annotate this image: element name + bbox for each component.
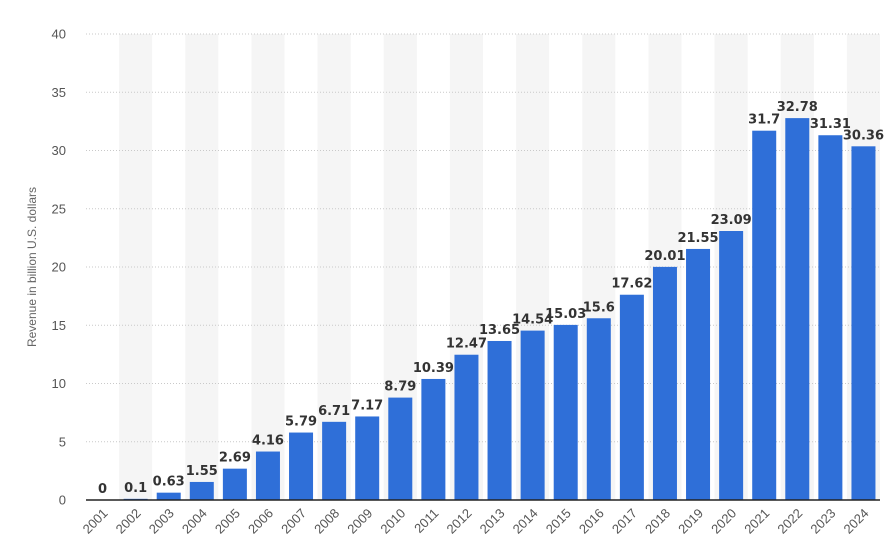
x-tick-label: 2009 — [344, 506, 375, 537]
value-label: 17.62 — [611, 277, 652, 292]
column-band — [185, 34, 219, 500]
value-label: 0.1 — [124, 481, 147, 496]
x-tick-label: 2013 — [477, 506, 508, 537]
gridlines — [86, 33, 880, 443]
x-tick-label: 2024 — [841, 506, 872, 537]
y-tick-label: 0 — [59, 493, 66, 508]
value-label: 14.54 — [512, 313, 553, 328]
x-tick-label: 2019 — [675, 506, 706, 537]
bar — [851, 146, 876, 500]
bar — [222, 468, 247, 500]
x-tick-label: 2006 — [245, 506, 276, 537]
value-label: 5.79 — [285, 415, 317, 430]
value-label: 4.16 — [252, 434, 284, 449]
bar — [189, 481, 214, 500]
value-label: 12.47 — [446, 337, 487, 352]
value-label: 23.09 — [711, 213, 752, 228]
x-tick-label: 2004 — [179, 506, 210, 537]
bar — [818, 135, 843, 500]
x-axis-ticks: 2001 2002 2003 2004 2005 2006 2007 2008 2009 2010… — [80, 506, 872, 537]
value-label: 8.79 — [384, 380, 416, 395]
bar — [752, 130, 777, 500]
x-tick-label: 2010 — [377, 506, 408, 537]
x-tick-label: 2008 — [311, 506, 342, 537]
value-label: 21.55 — [677, 231, 718, 246]
bar — [586, 318, 611, 500]
value-label: 20.01 — [644, 249, 685, 264]
bar — [388, 397, 413, 500]
y-tick-label: 5 — [59, 434, 66, 449]
bar — [785, 118, 810, 500]
x-tick-label: 2018 — [642, 506, 673, 537]
bar — [652, 266, 677, 500]
bar — [156, 492, 181, 500]
bar — [719, 231, 744, 500]
value-label: 13.65 — [479, 323, 520, 338]
y-tick-label: 30 — [52, 143, 66, 158]
x-tick-label: 2023 — [807, 506, 838, 537]
bar — [454, 354, 479, 500]
value-labels: 0 0.1 0.631.552.694.165.796.71 7.178.79 10.3… — [98, 100, 884, 497]
y-axis-ticks: 0 5 10 15 20 25 30 35 40 — [52, 27, 66, 508]
bar — [421, 378, 446, 500]
bar — [520, 330, 545, 500]
bar — [619, 294, 644, 500]
x-tick-label: 2021 — [741, 506, 772, 537]
y-tick-label: 35 — [52, 85, 66, 100]
bar — [255, 451, 280, 500]
bar — [553, 324, 578, 500]
x-tick-label: 2015 — [543, 506, 574, 537]
bar — [355, 416, 380, 500]
value-label: 0.63 — [153, 475, 185, 490]
value-label: 1.55 — [186, 464, 218, 479]
x-tick-label: 2020 — [708, 506, 739, 537]
bar — [289, 432, 314, 500]
x-tick-label: 2017 — [609, 506, 640, 537]
y-axis-label: Revenue in billion U.S. dollars — [25, 187, 39, 347]
x-tick-label: 2014 — [510, 506, 541, 537]
value-label: 7.17 — [351, 398, 383, 413]
bars — [123, 118, 876, 500]
y-tick-label: 40 — [52, 27, 66, 42]
y-tick-label: 25 — [52, 201, 66, 216]
x-tick-label: 2022 — [774, 506, 805, 537]
y-tick-label: 10 — [52, 376, 66, 391]
value-label: 10.39 — [413, 361, 454, 376]
x-tick-label: 2011 — [411, 506, 441, 536]
value-label: 0 — [98, 482, 107, 497]
bar — [487, 340, 512, 500]
value-label: 2.69 — [219, 451, 251, 466]
value-label: 15.6 — [583, 300, 615, 315]
value-label: 31.7 — [748, 113, 780, 128]
value-label: 31.31 — [810, 117, 851, 132]
value-label: 30.36 — [843, 128, 884, 143]
value-label: 15.03 — [545, 307, 586, 322]
x-tick-label: 2016 — [576, 506, 607, 537]
x-tick-label: 2005 — [212, 506, 243, 537]
value-label: 6.71 — [318, 404, 350, 419]
x-tick-label: 2002 — [113, 506, 144, 537]
x-tick-label: 2001 — [80, 506, 111, 537]
x-tick-label: 2003 — [146, 506, 177, 537]
x-tick-label: 2012 — [444, 506, 475, 537]
column-band — [119, 34, 153, 500]
column-band — [251, 34, 285, 500]
x-tick-label: 2007 — [278, 506, 309, 537]
y-tick-label: 20 — [52, 260, 66, 275]
bar — [322, 421, 347, 500]
bar — [686, 248, 711, 500]
value-label: 32.78 — [777, 100, 818, 115]
y-tick-label: 15 — [52, 318, 66, 333]
